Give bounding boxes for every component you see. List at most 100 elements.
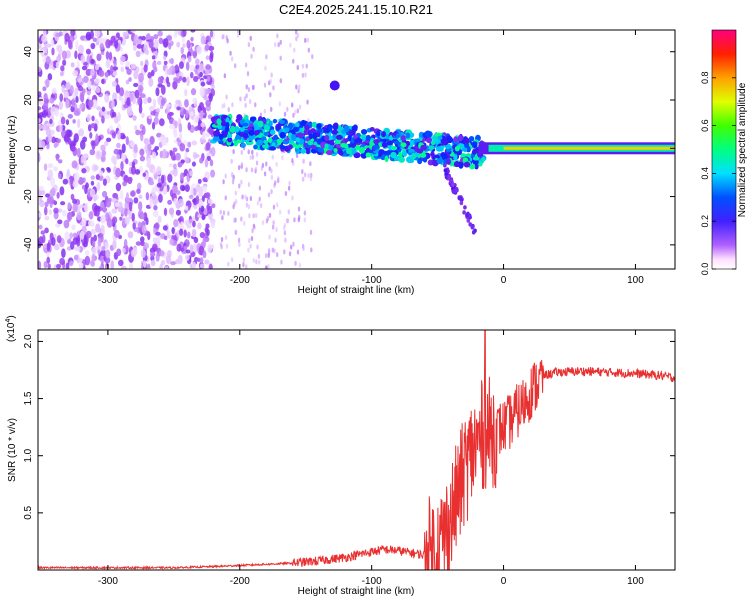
heatmap-cell xyxy=(139,148,145,156)
heatmap-cell xyxy=(137,182,142,191)
heatmap-cell xyxy=(287,144,293,150)
heatmap-cell xyxy=(268,234,271,240)
heatmap-cell xyxy=(211,84,215,89)
heatmap-cell xyxy=(284,237,287,243)
heatmap-cell xyxy=(168,163,173,168)
heatmap-cell xyxy=(77,44,84,54)
heatmap-cell xyxy=(230,158,233,164)
heatmap-cell xyxy=(65,82,70,90)
heatmap-cell xyxy=(306,99,309,105)
heatmap-cell xyxy=(70,145,76,152)
heatmap-cell xyxy=(444,174,449,180)
heatmap-cell xyxy=(43,92,48,101)
heatmap-cell xyxy=(56,235,62,244)
heatmap-cell xyxy=(111,111,117,118)
heatmap-cell xyxy=(272,204,276,210)
heatmap-cell xyxy=(65,98,70,109)
heatmap-cell xyxy=(158,118,165,127)
heatmap-cell xyxy=(140,60,144,67)
heatmap-cell xyxy=(111,197,117,203)
heatmap-cell xyxy=(279,119,286,124)
heatmap-cell xyxy=(307,173,310,179)
heatmap-cell xyxy=(270,189,273,195)
heatmap-cell xyxy=(297,206,301,212)
heatmap-cell xyxy=(240,162,244,168)
heatmap-cell xyxy=(133,82,139,88)
heatmap-cell xyxy=(74,87,79,97)
heatmap-cell xyxy=(77,85,84,92)
heatmap-cell xyxy=(115,167,121,178)
heatmap-cell xyxy=(133,197,139,204)
bottom-x-axis: -300 -200 -100 0 100 xyxy=(98,330,644,587)
heatmap-cell xyxy=(199,257,204,264)
heatmap-cell xyxy=(88,211,94,220)
heatmap-cell xyxy=(61,84,66,94)
heatmap-cell xyxy=(151,55,156,60)
heatmap-cell xyxy=(85,182,89,190)
heatmap-cell xyxy=(166,230,171,239)
heatmap-cell xyxy=(398,156,405,163)
heatmap-cell xyxy=(38,96,44,106)
heatmap-cell xyxy=(59,257,65,266)
heatmap-cell xyxy=(81,184,86,190)
heatmap-cell xyxy=(304,72,307,78)
heatmap-cell xyxy=(333,148,338,153)
heatmap-cell xyxy=(242,262,245,268)
heatmap-cell xyxy=(38,152,41,163)
heatmap-cell xyxy=(234,229,237,235)
heatmap-cell xyxy=(182,76,187,83)
heatmap-cell xyxy=(38,212,42,218)
heatmap-cell xyxy=(209,159,214,167)
heatmap-cell xyxy=(72,203,78,213)
heatmap-cell xyxy=(145,217,149,226)
heatmap-cell xyxy=(223,73,227,79)
heatmap-cell xyxy=(197,222,202,230)
heatmap-cell xyxy=(202,239,206,248)
heatmap-cell xyxy=(81,168,87,174)
heatmap-cell xyxy=(128,201,133,212)
heatmap-cell xyxy=(172,163,177,170)
heatmap-cell xyxy=(180,221,184,230)
heatmap-cell xyxy=(111,99,115,109)
heatmap-cell xyxy=(220,236,224,242)
heatmap-cell xyxy=(200,139,207,144)
heatmap-cell xyxy=(194,211,200,222)
top-x-axis-label: Height of straight line (km) xyxy=(298,285,415,296)
heatmap-cell xyxy=(394,140,400,145)
heatmap-cell xyxy=(156,182,162,188)
heatmap-cell xyxy=(464,137,470,144)
heatmap-cell xyxy=(229,50,232,56)
colorbar xyxy=(711,29,737,270)
heatmap-cell xyxy=(56,44,63,53)
heatmap-cell xyxy=(279,145,286,150)
heatmap-cell xyxy=(199,71,203,78)
heatmap-cell xyxy=(172,80,178,90)
y-scale-prefix: (x10 xyxy=(6,322,17,342)
bottom-y-tick-label: 2.0 xyxy=(23,334,34,348)
heatmap-cell xyxy=(54,107,59,117)
heatmap-cell xyxy=(205,132,210,138)
heatmap-cell xyxy=(163,235,168,241)
heatmap-cell xyxy=(173,167,178,177)
heatmap-cell xyxy=(459,143,465,150)
heatmap-cell xyxy=(106,110,111,115)
heatmap-cell xyxy=(124,216,130,225)
heatmap-cell xyxy=(133,70,139,80)
heatmap-cell xyxy=(92,84,96,92)
heatmap-cell xyxy=(240,179,243,185)
colorbar-axis: 0.0 0.2 0.4 0.6 0.8 xyxy=(700,72,736,275)
heatmap-cell xyxy=(453,136,459,143)
heatmap-cell xyxy=(346,148,352,155)
heatmap-cell xyxy=(39,195,43,203)
heatmap-cell xyxy=(186,39,191,49)
heatmap-cell xyxy=(156,60,162,65)
heatmap-cell xyxy=(232,174,235,180)
heatmap-cell xyxy=(160,84,166,95)
heatmap-cell xyxy=(324,143,329,150)
heatmap-cell xyxy=(400,142,407,148)
heatmap-cell xyxy=(288,251,292,257)
heatmap-cell xyxy=(38,112,45,118)
heatmap-cell xyxy=(205,64,211,70)
heatmap-cell xyxy=(184,184,190,192)
